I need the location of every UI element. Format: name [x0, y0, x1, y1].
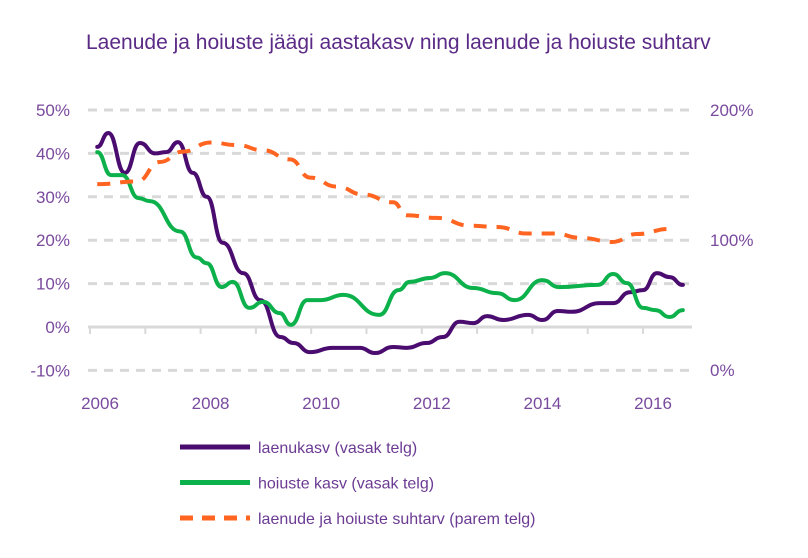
legend-label-2: laenude ja hoiuste suhtarv (parem telg) — [258, 511, 536, 528]
chart-title: Laenude ja hoiuste jäägi aastakasv ning … — [86, 31, 711, 54]
series-line-0 — [95, 131, 685, 356]
y-right-tick-label: 100% — [710, 231, 753, 250]
x-tick-label: 2006 — [81, 394, 119, 413]
y-left-tick-label: 30% — [36, 188, 70, 207]
y-left-tick-label: 40% — [36, 144, 70, 163]
y-left-tick-label: 0% — [45, 318, 70, 337]
y-right-tick-label: 200% — [710, 101, 753, 120]
y-left-tick-label: 50% — [36, 101, 70, 120]
y-left-tick-label: -10% — [30, 361, 70, 380]
x-tick-label: 2008 — [192, 394, 230, 413]
y-left-tick-label: 20% — [36, 231, 70, 250]
y-left-tick-label: 10% — [36, 275, 70, 294]
legend-label-1: hoiuste kasv (vasak telg) — [258, 476, 434, 493]
x-tick-label: 2014 — [523, 394, 561, 413]
y-right-tick-label: 0% — [710, 361, 735, 380]
x-tick-label: 2012 — [413, 394, 451, 413]
legend-label-0: laenukasv (vasak telg) — [258, 440, 417, 457]
series-line-1 — [95, 150, 685, 327]
x-tick-label: 2010 — [302, 394, 340, 413]
series-line-2 — [97, 140, 670, 244]
x-tick-label: 2016 — [634, 394, 672, 413]
